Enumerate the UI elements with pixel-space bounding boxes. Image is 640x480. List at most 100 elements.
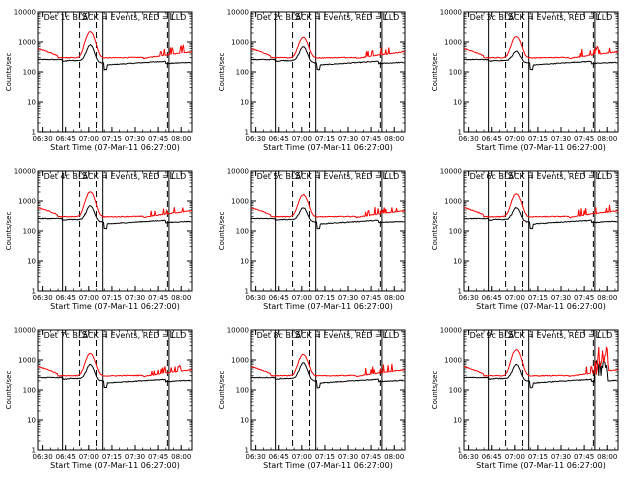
x-tick-label: 07:00 bbox=[79, 135, 99, 143]
lld-line bbox=[37, 30, 193, 60]
marker-label: L bbox=[169, 171, 175, 182]
y-tick-label: 10000 bbox=[440, 168, 462, 176]
x-tick-label: 07:45 bbox=[574, 294, 594, 302]
y-tick-label: 10000 bbox=[14, 168, 36, 176]
x-tick-label: 06:45 bbox=[482, 453, 502, 461]
x-tick-label: 07:15 bbox=[102, 453, 122, 461]
y-tick-label: 10000 bbox=[227, 168, 249, 176]
x-tick-label: 08:00 bbox=[384, 135, 404, 143]
y-tick-label: 1000 bbox=[444, 198, 462, 206]
x-tick-label: 08:00 bbox=[171, 294, 191, 302]
marker-label: L bbox=[169, 12, 175, 23]
x-tick-label: 08:00 bbox=[597, 453, 617, 461]
marker-label: I bbox=[105, 330, 108, 341]
x-tick-label: 07:15 bbox=[528, 294, 548, 302]
panel-title: Det 7c BLACK = Events, RED = LLD bbox=[44, 331, 187, 340]
x-tick-label: 07:45 bbox=[574, 135, 594, 143]
x-tick-label: 07:30 bbox=[125, 135, 145, 143]
marker-label: I bbox=[105, 171, 108, 182]
x-axis-label: Start Time (07-Mar-11 06:27:00) bbox=[476, 302, 606, 311]
lld-line bbox=[463, 193, 619, 219]
panel-title: Det 3c BLACK = Events, RED = LLD bbox=[470, 13, 613, 22]
panel-title: Det 8c BLACK = Events, RED = LLD bbox=[257, 331, 400, 340]
x-tick-label: 06:30 bbox=[246, 294, 266, 302]
x-tick-label: 07:00 bbox=[505, 135, 525, 143]
x-tick-label: 06:45 bbox=[56, 135, 76, 143]
x-tick-label: 07:45 bbox=[148, 135, 168, 143]
x-axis-label: Start Time (07-Mar-11 06:27:00) bbox=[50, 302, 180, 311]
y-tick-label: 10000 bbox=[440, 9, 462, 17]
marker-label: L bbox=[382, 171, 388, 182]
x-tick-label: 06:30 bbox=[246, 453, 266, 461]
x-tick-label: 07:15 bbox=[315, 294, 335, 302]
y-axis-label: Counts/sec bbox=[431, 371, 439, 410]
y-tick-label: 1 bbox=[245, 447, 249, 455]
y-axis-label: Counts/sec bbox=[218, 53, 226, 92]
x-tick-label: 08:00 bbox=[384, 453, 404, 461]
panel-title: Det 9c BLACK = Events, RED = LLD bbox=[470, 331, 613, 340]
marker-label: S bbox=[82, 171, 88, 182]
panel-title: Det 5c BLACK = Events, RED = LLD bbox=[257, 172, 400, 181]
marker-label: S bbox=[295, 171, 301, 182]
x-tick-label: 07:45 bbox=[361, 453, 381, 461]
panel-title: Det 1c BLACK = Events, RED = LLD bbox=[44, 13, 187, 22]
y-tick-label: 10 bbox=[27, 417, 36, 425]
y-tick-label: 1 bbox=[32, 129, 36, 137]
marker-label: S bbox=[82, 330, 88, 341]
x-tick-label: 07:00 bbox=[79, 294, 99, 302]
marker-label: I bbox=[531, 330, 534, 341]
marker-label: I bbox=[531, 12, 534, 23]
x-tick-label: 07:30 bbox=[125, 294, 145, 302]
x-axis-label: Start Time (07-Mar-11 06:27:00) bbox=[263, 461, 393, 470]
y-tick-label: 1000 bbox=[444, 39, 462, 47]
marker-label: L bbox=[595, 12, 601, 23]
x-axis-label: Start Time (07-Mar-11 06:27:00) bbox=[476, 143, 606, 152]
x-tick-label: 07:15 bbox=[102, 294, 122, 302]
x-tick-label: 07:15 bbox=[528, 135, 548, 143]
x-tick-label: 07:45 bbox=[361, 135, 381, 143]
x-tick-label: 06:45 bbox=[269, 294, 289, 302]
y-axis-label: Counts/sec bbox=[431, 212, 439, 251]
x-tick-label: 07:15 bbox=[315, 453, 335, 461]
panel-det-7: 1 10 100 1000 10000 06:30 06:45 07:00 07:15 07:30… bbox=[5, 327, 193, 470]
y-tick-label: 100 bbox=[449, 228, 462, 236]
y-tick-label: 100 bbox=[449, 387, 462, 395]
events-line bbox=[463, 50, 617, 71]
y-tick-label: 100 bbox=[23, 69, 36, 77]
x-tick-label: 07:00 bbox=[292, 453, 312, 461]
y-axis-label: Counts/sec bbox=[5, 53, 13, 92]
y-tick-label: 10000 bbox=[440, 327, 462, 335]
x-tick-label: 07:15 bbox=[315, 135, 335, 143]
panel-det-3: 1 10 100 1000 10000 06:30 06:45 07:00 07:15 07:30… bbox=[431, 9, 619, 152]
lld-line bbox=[250, 194, 406, 219]
y-tick-label: 1000 bbox=[231, 39, 249, 47]
lld-line bbox=[463, 346, 619, 377]
x-tick-label: 07:30 bbox=[125, 453, 145, 461]
marker-label: L bbox=[382, 12, 388, 23]
panel-title: Det 6c BLACK = Events, RED = LLD bbox=[470, 172, 613, 181]
y-axis-label: Counts/sec bbox=[5, 212, 13, 251]
marker-label: L bbox=[595, 171, 601, 182]
y-tick-label: 100 bbox=[236, 387, 249, 395]
y-tick-label: 1 bbox=[458, 288, 462, 296]
x-tick-label: 06:45 bbox=[56, 294, 76, 302]
panel-det-8: 1 10 100 1000 10000 06:30 06:45 07:00 07:15 07:30… bbox=[218, 327, 406, 470]
x-tick-label: 07:00 bbox=[292, 135, 312, 143]
x-axis-label: Start Time (07-Mar-11 06:27:00) bbox=[50, 461, 180, 470]
y-tick-label: 1000 bbox=[231, 198, 249, 206]
y-tick-label: 1000 bbox=[18, 198, 36, 206]
x-tick-label: 06:30 bbox=[459, 135, 479, 143]
x-tick-label: 08:00 bbox=[171, 135, 191, 143]
y-tick-label: 100 bbox=[449, 69, 462, 77]
x-axis-label: Start Time (07-Mar-11 06:27:00) bbox=[263, 302, 393, 311]
y-tick-label: 1 bbox=[458, 447, 462, 455]
x-tick-label: 07:30 bbox=[551, 453, 571, 461]
marker-label: I bbox=[318, 12, 321, 23]
marker-label: I bbox=[318, 330, 321, 341]
x-tick-label: 06:30 bbox=[33, 135, 53, 143]
y-tick-label: 1 bbox=[32, 288, 36, 296]
y-tick-label: 100 bbox=[236, 228, 249, 236]
y-tick-label: 1 bbox=[245, 288, 249, 296]
x-tick-label: 07:15 bbox=[528, 453, 548, 461]
y-axis-label: Counts/sec bbox=[5, 371, 13, 410]
